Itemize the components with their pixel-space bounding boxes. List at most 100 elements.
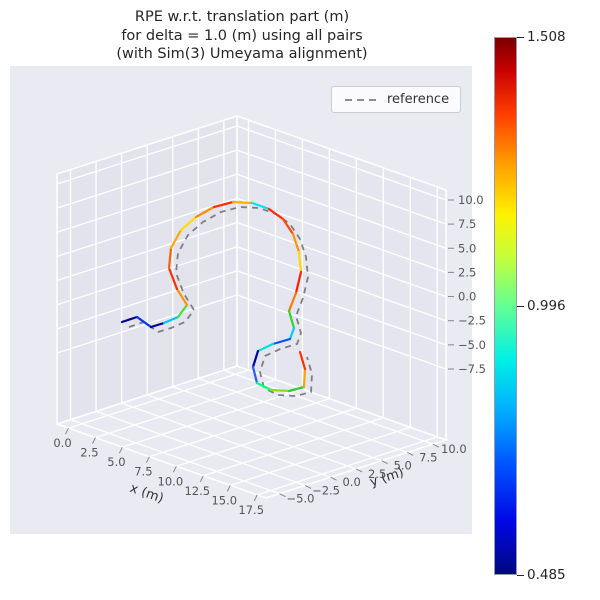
grid-line — [236, 246, 447, 322]
grid-line — [56, 270, 238, 330]
colorbar-gradient — [494, 37, 517, 575]
reference-line-sample — [345, 98, 377, 101]
figure-title-line: RPE w.r.t. translation part (m) — [134, 9, 350, 25]
grid-line — [70, 419, 280, 495]
colorbar-tick-label: 0.996 — [527, 298, 566, 315]
trajectory-segment — [167, 246, 173, 270]
trajectory-segment — [297, 250, 303, 274]
legend-label: reference — [387, 92, 450, 107]
trajectory-segment — [294, 270, 303, 295]
grid-line — [56, 125, 238, 185]
trajectory-segment — [167, 266, 179, 291]
y-tick-mark — [355, 468, 363, 473]
trajectory-segment — [287, 385, 306, 393]
grid-line — [95, 410, 306, 487]
trajectory-segment — [175, 287, 189, 307]
trajectory-segment — [120, 315, 139, 324]
trajectory-segment — [269, 388, 291, 393]
x-tick-label: 15.0 — [211, 493, 237, 507]
x-tick-mark — [199, 475, 204, 483]
grid-line — [56, 173, 238, 233]
y-tick-mark — [279, 493, 286, 498]
trajectory-segment — [267, 207, 285, 221]
grid-line — [236, 221, 447, 298]
x-tick-label: 12.5 — [184, 484, 210, 498]
trajectory-segment — [149, 321, 166, 329]
figure-title-line: for delta = 1.0 (m) using all pairs — [121, 27, 363, 44]
grid-line — [56, 149, 238, 209]
trajectory-segment — [287, 309, 296, 330]
figure-title: RPE w.r.t. translation part (m) for delt… — [0, 8, 484, 64]
colorbar-tick-label: 1.508 — [527, 29, 566, 45]
y-tick-label: 2.5 — [368, 467, 386, 481]
y-tick-mark — [330, 476, 337, 481]
trajectory-segment — [291, 232, 301, 254]
z-tick-label: 2.5 — [458, 265, 476, 279]
trajectory-segment — [298, 350, 307, 371]
grid-line — [223, 369, 434, 445]
colorbar-tick-label: 0.485 — [527, 567, 566, 583]
x-tick-mark — [226, 485, 231, 492]
trajectory-segment — [176, 303, 189, 319]
trajectory-segment — [287, 291, 298, 313]
z-tick-label: 10.0 — [458, 193, 484, 207]
z-tick-label: −7.5 — [458, 362, 486, 376]
grid-line — [56, 246, 238, 306]
x-tick-mark — [253, 494, 258, 502]
colorbar-tick-mark — [517, 305, 524, 307]
trajectory-segment — [169, 228, 183, 250]
x-tick-label: 7.5 — [134, 465, 152, 479]
x-tick-mark — [172, 466, 177, 473]
grid-line — [146, 394, 357, 470]
y-tick-label: 5.0 — [394, 459, 412, 473]
legend-box: reference — [331, 86, 462, 113]
grid-line — [236, 294, 447, 370]
y-tick-label: 0.0 — [342, 475, 360, 489]
trajectory-segment — [194, 205, 216, 219]
y-tick-label: −5.0 — [287, 492, 315, 506]
x-tick-mark — [118, 446, 123, 454]
grid-line — [56, 197, 238, 258]
trajectory-segment — [162, 315, 180, 325]
trajectory-segment — [302, 367, 307, 389]
figure-title-line: (with Sim(3) Umeyama alignment) — [116, 46, 368, 62]
trajectory-segment — [212, 200, 235, 209]
y-tick-mark — [304, 484, 312, 489]
colorbar-tick-mark — [517, 36, 524, 38]
trajectory-segment — [135, 315, 153, 329]
grid-line — [236, 125, 447, 201]
trajectory-segment — [281, 217, 295, 236]
z-tick-label: −2.5 — [458, 314, 486, 328]
z-tick-label: 7.5 — [458, 217, 476, 231]
y-tick-label: 7.5 — [419, 450, 437, 464]
z-tick-label: −5.0 — [458, 338, 486, 352]
trajectory-segment — [288, 326, 296, 341]
grid-line — [56, 221, 238, 282]
grid-line — [198, 377, 408, 454]
x-tick-label: 2.5 — [80, 446, 98, 460]
x-tick-label: 10.0 — [158, 474, 184, 488]
grid-line — [236, 270, 447, 346]
grid-line — [121, 402, 331, 478]
colorbar-tick-mark — [517, 574, 524, 576]
grid-line — [236, 173, 447, 249]
y-tick-label: 10.0 — [441, 442, 467, 456]
trajectory-segment — [251, 365, 259, 385]
x-tick-label: 17.5 — [238, 503, 264, 517]
y-tick-mark — [381, 460, 388, 465]
trajectory-segment — [179, 215, 198, 232]
trajectory-segment — [255, 381, 273, 392]
x-tick-label: 0.0 — [53, 436, 71, 450]
y-tick-mark — [432, 443, 440, 448]
trajectory-segment — [250, 201, 271, 211]
trajectory-segment — [256, 342, 275, 353]
z-tick-label: 5.0 — [458, 241, 476, 255]
grid-line — [172, 386, 382, 462]
x-tick-mark — [92, 437, 96, 444]
trajectory-segment — [231, 200, 254, 205]
y-tick-label: −2.5 — [312, 483, 340, 497]
x-tick-mark — [145, 456, 150, 463]
z-tick-label: 0.0 — [458, 290, 476, 304]
x-tick-label: 5.0 — [107, 455, 125, 469]
